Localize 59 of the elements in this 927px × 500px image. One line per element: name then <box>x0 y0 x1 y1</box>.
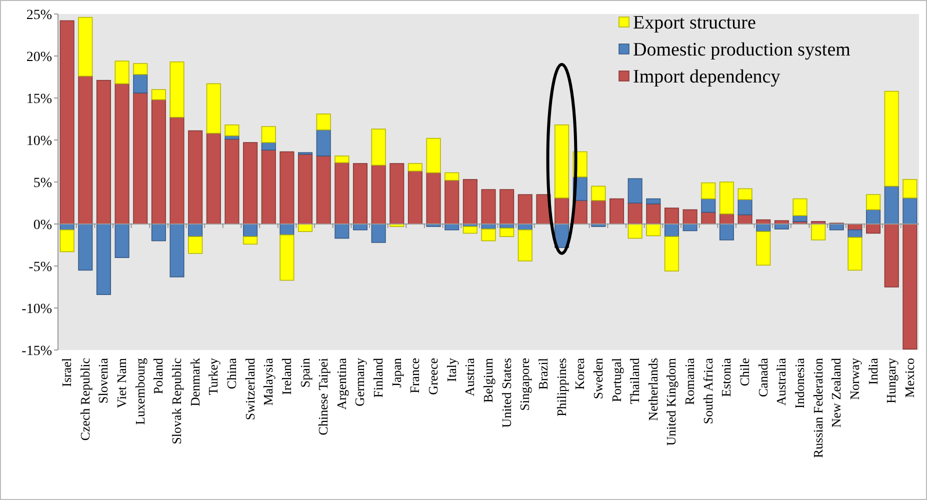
x-tick-label: Mexico <box>902 358 917 398</box>
x-tick-label: New Zealand <box>828 358 844 428</box>
y-tick-label: -10% <box>22 302 52 317</box>
y-tick-label: 15% <box>26 92 52 107</box>
x-tick-label: Switzerland <box>242 358 258 420</box>
x-tick-label: Portugal <box>608 358 624 402</box>
x-tick-label: Viet Nam <box>114 358 130 408</box>
x-tick-label: Australia <box>774 358 789 406</box>
x-tick-label: Thailand <box>627 358 642 404</box>
x-tick-label: Chile <box>737 358 752 386</box>
x-tick-label: Slovenia <box>96 358 111 404</box>
x-tick-label: Canada <box>755 358 770 397</box>
x-tick-label: Korea <box>572 358 588 390</box>
x-tick-label: Indonesia <box>792 358 807 409</box>
x-tick-label: France <box>407 358 422 394</box>
y-tick-label: 5% <box>33 176 52 191</box>
y-tick-label: -15% <box>22 344 52 359</box>
x-tick-label: South Africa <box>700 358 716 424</box>
x-tick-label: Singapore <box>517 358 532 411</box>
x-tick-label: Ireland <box>278 358 294 395</box>
x-tick-label: Czech Republic <box>77 358 92 441</box>
y-tick-label: 0% <box>33 218 52 233</box>
x-tick-label: Russian Federation <box>810 358 826 458</box>
x-tick-label: Turkey <box>206 358 221 396</box>
x-tick-label: Slovak Republic <box>169 358 184 444</box>
x-tick-label: Luxembourg <box>132 358 148 425</box>
x-tick-label: Germany <box>352 358 368 406</box>
x-tick-label: Austria <box>462 358 478 396</box>
x-tick-label: United States <box>498 358 514 428</box>
x-tick-label: Japan <box>388 358 404 388</box>
x-tick-label: China <box>224 358 239 390</box>
x-tick-label: United Kingdom <box>664 358 679 446</box>
x-tick-label: Spain <box>297 358 312 388</box>
x-tick-label: Philippines <box>554 358 569 417</box>
x-tick-label: Greece <box>426 358 441 395</box>
x-tick-label: Finland <box>370 358 386 398</box>
x-tick-label: Poland <box>150 358 166 394</box>
x-tick-label: Israel <box>59 358 74 387</box>
x-tick-label: Chinese Taipei <box>316 358 331 436</box>
x-tick-label: Malaysia <box>260 358 276 406</box>
x-tick-label: Norway <box>846 358 862 400</box>
x-tick-label: Belgium <box>480 358 496 403</box>
legend-label: Export structure <box>633 12 756 34</box>
x-tick-label: Denmark <box>187 358 202 406</box>
x-tick-label: India <box>865 358 880 385</box>
x-tick-label: Argentina <box>334 358 349 410</box>
x-tick-label: Estonia <box>718 358 734 397</box>
y-tick-label: 20% <box>26 50 52 65</box>
y-tick-label: 10% <box>26 134 52 149</box>
x-tick-label: Brazil <box>535 358 550 390</box>
x-tick-label: Netherlands <box>645 358 660 421</box>
x-tick-label: Italy <box>444 358 459 382</box>
x-tick-label: Sweden <box>590 358 606 400</box>
x-tick-label: Hungary <box>884 358 899 404</box>
legend-label: Import dependency <box>633 66 781 88</box>
x-tick-label: Romania <box>682 358 698 405</box>
y-tick-label: -5% <box>28 260 52 275</box>
legend-label: Domestic production system <box>633 40 851 61</box>
y-tick-label: 25% <box>26 8 52 23</box>
